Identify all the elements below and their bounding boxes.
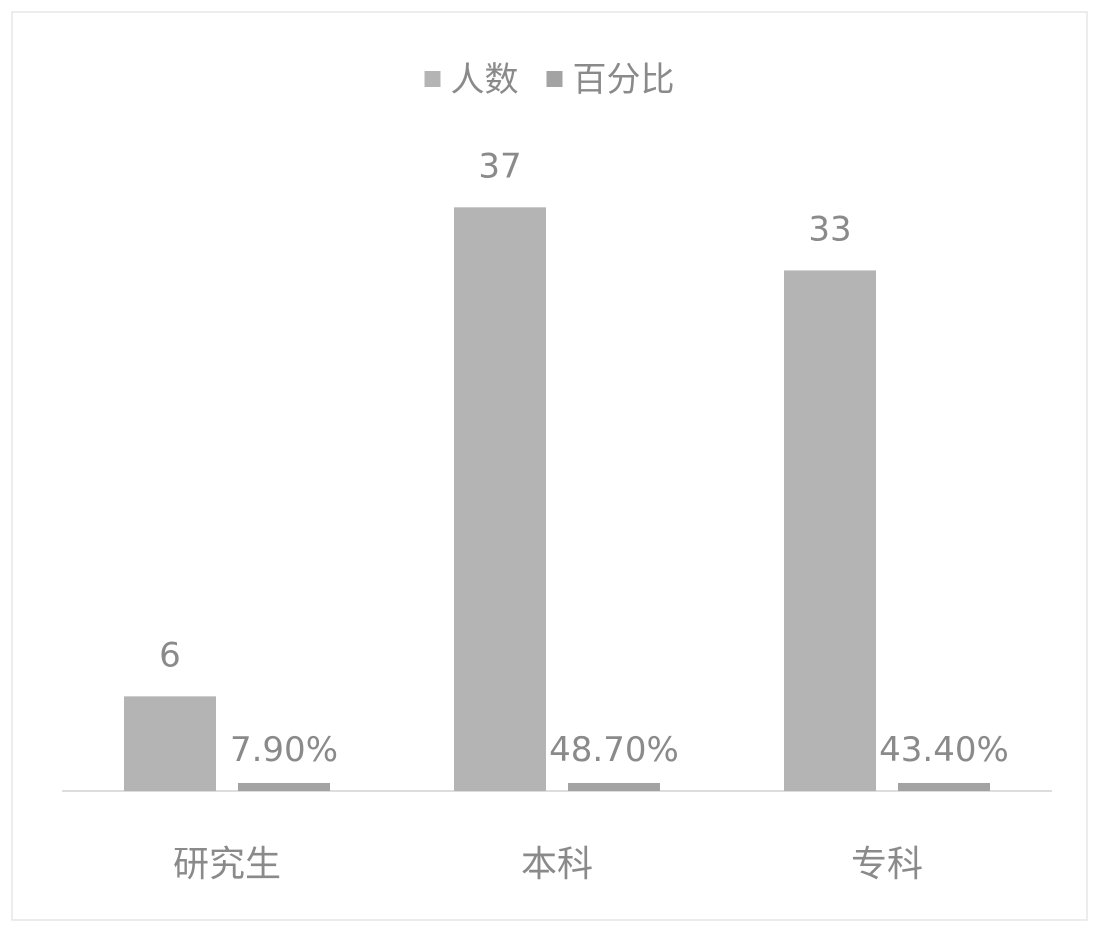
data-label-renshu-3: 33 [808, 209, 851, 249]
bar-baifenbi-1 [238, 783, 330, 791]
data-label-renshu-2: 37 [478, 146, 521, 186]
x-tick-label-2: 本科 [521, 844, 593, 885]
legend-label-2: 百分比 [573, 60, 675, 100]
legend-label-1: 人数 [451, 60, 519, 100]
data-label-baifenbi-2: 48.70% [549, 730, 679, 770]
bar-renshu-2 [454, 207, 546, 791]
x-tick-label-3: 专科 [851, 844, 923, 885]
legend-swatch-1 [424, 71, 441, 87]
bar-baifenbi-3 [898, 783, 990, 791]
chart-frame [11, 11, 1088, 921]
legend-swatch-2 [546, 71, 563, 87]
bar-renshu-3 [784, 270, 876, 791]
data-label-baifenbi-1: 7.90% [230, 730, 338, 770]
bar-baifenbi-2 [568, 783, 660, 791]
data-label-renshu-1: 6 [159, 635, 181, 675]
x-tick-label-1: 研究生 [173, 844, 281, 885]
data-label-baifenbi-3: 43.40% [879, 730, 1009, 770]
bar-renshu-1 [124, 696, 216, 791]
